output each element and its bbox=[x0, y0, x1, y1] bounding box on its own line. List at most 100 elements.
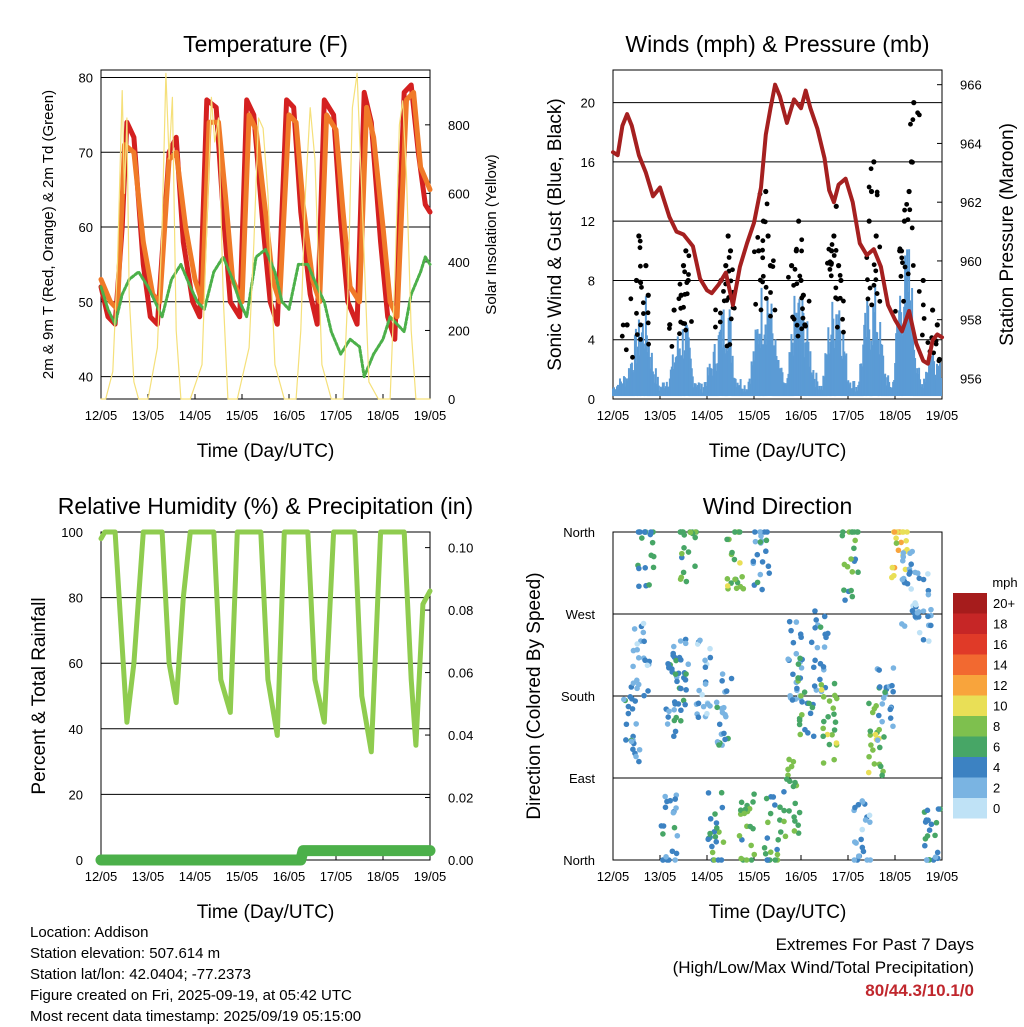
gust-point bbox=[634, 332, 640, 338]
direction-point bbox=[716, 721, 723, 728]
wind-ytick-label: 12 bbox=[581, 214, 595, 229]
gust-point bbox=[901, 298, 906, 304]
direction-point bbox=[709, 849, 716, 856]
direction-point bbox=[818, 686, 825, 693]
direction-point bbox=[737, 807, 744, 814]
direction-point bbox=[810, 733, 817, 740]
direction-point bbox=[679, 554, 685, 561]
direction-point bbox=[869, 709, 876, 716]
gust-point bbox=[920, 302, 926, 308]
direction-point bbox=[707, 830, 713, 837]
legend-swatch bbox=[953, 634, 987, 655]
gust-point bbox=[902, 264, 908, 270]
humidity-xtick-label: 19/05 bbox=[414, 869, 447, 884]
direction-point bbox=[887, 706, 894, 713]
gust-point bbox=[628, 296, 634, 302]
elevation-text: Station elevation: 507.614 m bbox=[30, 945, 221, 962]
direction-point bbox=[820, 694, 827, 700]
direction-point bbox=[781, 818, 787, 825]
direction-point bbox=[925, 613, 931, 620]
gust-point bbox=[803, 323, 808, 329]
direction-point bbox=[736, 529, 743, 535]
direction-point bbox=[785, 766, 791, 773]
direction-point bbox=[817, 676, 823, 683]
direction-xtick-label: 15/05 bbox=[738, 869, 771, 884]
gust-point bbox=[833, 247, 839, 253]
gust-point bbox=[909, 225, 915, 231]
direction-point bbox=[750, 558, 757, 565]
direction-point bbox=[934, 849, 941, 856]
direction-point bbox=[631, 626, 638, 632]
gust-point bbox=[634, 310, 639, 316]
speed-legend bbox=[953, 593, 987, 819]
gust-point bbox=[904, 201, 910, 207]
gust-point bbox=[727, 248, 734, 254]
winds-xtick-label: 17/05 bbox=[832, 408, 865, 423]
legend-title: mph bbox=[992, 575, 1017, 590]
direction-point bbox=[818, 681, 825, 688]
gust-point bbox=[645, 320, 651, 326]
direction-point bbox=[739, 837, 745, 843]
direction-point bbox=[704, 710, 710, 717]
direction-point bbox=[781, 789, 787, 795]
direction-point bbox=[872, 731, 879, 738]
direction-point bbox=[881, 734, 887, 740]
gust-point bbox=[828, 273, 834, 279]
direction-point bbox=[724, 576, 731, 582]
direction-point bbox=[867, 732, 874, 738]
gust-point bbox=[770, 264, 776, 269]
direction-point bbox=[932, 854, 939, 861]
direction-point bbox=[790, 758, 797, 765]
direction-point bbox=[890, 688, 896, 695]
winds-xtick-label: 16/05 bbox=[785, 408, 818, 423]
gust-point bbox=[800, 315, 806, 321]
direction-point bbox=[738, 799, 745, 806]
direction-point bbox=[899, 576, 906, 583]
direction-point bbox=[678, 657, 684, 663]
rh-ytick-label: 40 bbox=[69, 722, 83, 737]
direction-point bbox=[799, 711, 805, 718]
gust-point bbox=[930, 307, 936, 313]
direction-point bbox=[640, 620, 647, 627]
direction-point bbox=[682, 636, 689, 643]
direction-xtick-label: 18/05 bbox=[879, 869, 912, 884]
winds-xtick-label: 12/05 bbox=[597, 408, 630, 423]
gust-point bbox=[873, 277, 879, 283]
direction-point bbox=[904, 529, 910, 535]
direction-point bbox=[849, 569, 856, 575]
direction-point bbox=[673, 657, 679, 664]
direction-point bbox=[831, 692, 838, 699]
gust-point bbox=[681, 304, 686, 310]
direction-point bbox=[712, 834, 719, 840]
direction-point bbox=[680, 569, 687, 576]
direction-point bbox=[721, 730, 727, 737]
gust-point bbox=[838, 277, 844, 284]
rh-ylabel: Percent & Total Rainfall bbox=[29, 597, 50, 794]
gust-point bbox=[686, 253, 692, 259]
direction-point bbox=[650, 553, 657, 560]
gust-point bbox=[866, 218, 872, 224]
direction-point bbox=[774, 851, 781, 858]
temp-ytick-label: 80 bbox=[79, 70, 93, 85]
direction-point bbox=[873, 703, 879, 709]
direction-ytick-label: West bbox=[566, 607, 596, 622]
gust-point bbox=[756, 248, 762, 254]
legend-label: 10 bbox=[993, 699, 1007, 714]
direction-point bbox=[868, 742, 874, 748]
direction-point bbox=[665, 714, 672, 720]
direction-point bbox=[641, 692, 647, 699]
direction-point bbox=[630, 746, 636, 753]
direction-point bbox=[670, 809, 677, 816]
direction-point bbox=[763, 795, 770, 802]
direction-point bbox=[702, 681, 709, 687]
direction-point bbox=[849, 529, 855, 535]
gust-point bbox=[908, 121, 913, 127]
humidity-xtick-label: 12/05 bbox=[85, 869, 118, 884]
rh-ytick-label: 20 bbox=[69, 787, 83, 802]
direction-point bbox=[683, 671, 689, 677]
winds-xtick-label: 14/05 bbox=[691, 408, 724, 423]
direction-point bbox=[752, 538, 759, 545]
direction-point bbox=[764, 857, 771, 863]
direction-point bbox=[790, 671, 796, 678]
pressure-ytick-label: 958 bbox=[960, 313, 982, 328]
